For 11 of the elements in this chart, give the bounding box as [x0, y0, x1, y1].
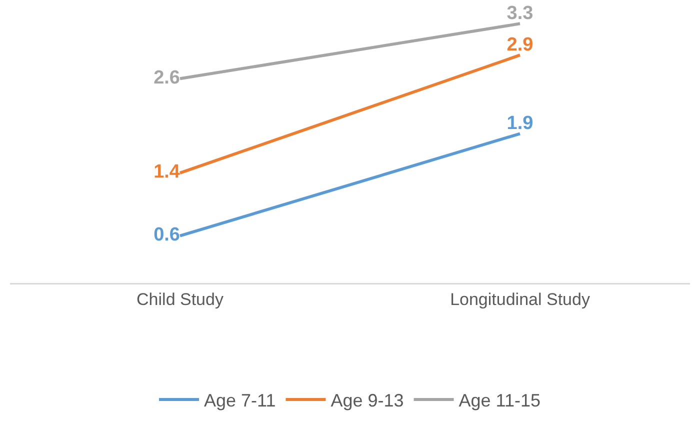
data-label: 2.6: [154, 67, 180, 88]
data-label: 1.9: [506, 112, 534, 134]
legend-label: Age 7-11: [204, 390, 276, 410]
data-label: 2.9: [506, 34, 534, 56]
legend-label: Age 11-15: [458, 390, 541, 410]
data-label: 3.3: [506, 2, 534, 24]
x-tick-label: Child Study: [136, 290, 224, 309]
data-label: 0.6: [154, 224, 180, 246]
x-tick-label: Longitudinal Study: [450, 290, 590, 309]
legend-label: Age 9-13: [330, 390, 404, 410]
data-label: 1.4: [154, 162, 180, 183]
